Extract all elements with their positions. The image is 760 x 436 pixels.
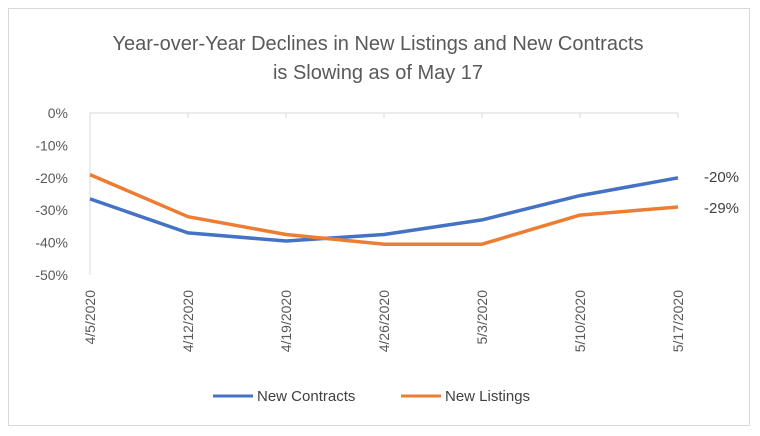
y-tick-label: 0% bbox=[48, 105, 68, 121]
y-tick-label: -30% bbox=[35, 202, 68, 218]
x-axis-ticks: 4/5/2020 4/12/2020 4/19/2020 4/26/2020 5/3/2… bbox=[82, 113, 686, 352]
chart-title-line-1: Year-over-Year Declines in New Listings … bbox=[113, 33, 644, 55]
x-tick-label: 4/19/2020 bbox=[278, 290, 294, 352]
legend-label-new-contracts: New Contracts bbox=[257, 388, 355, 405]
chart-title-line-2: is Slowing as of May 17 bbox=[273, 62, 483, 84]
series-line-new-listings bbox=[89, 172, 679, 246]
y-tick-label: -10% bbox=[35, 137, 68, 153]
series-line-new-contracts bbox=[89, 176, 679, 243]
x-tick-label: 5/17/2020 bbox=[670, 290, 686, 352]
x-tick-label: 5/10/2020 bbox=[572, 290, 588, 352]
end-label-new-listings: -29% bbox=[704, 200, 739, 217]
legend-label-new-listings: New Listings bbox=[445, 388, 530, 405]
x-tick-label: 5/3/2020 bbox=[474, 290, 490, 345]
y-tick-label: -40% bbox=[35, 235, 68, 251]
end-label-new-contracts: -20% bbox=[704, 169, 739, 186]
x-tick-label: 4/5/2020 bbox=[82, 290, 98, 345]
legend: New Contracts New Listings bbox=[213, 388, 530, 405]
series-lines bbox=[89, 172, 679, 246]
y-axis-ticks: 0% -10% -20% -30% -40% -50% bbox=[35, 105, 68, 283]
chart-frame bbox=[8, 8, 750, 426]
y-tick-label: -20% bbox=[35, 170, 68, 186]
x-tick-label: 4/12/2020 bbox=[180, 290, 196, 352]
x-tick-label: 4/26/2020 bbox=[376, 290, 392, 352]
y-tick-label: -50% bbox=[35, 267, 68, 283]
